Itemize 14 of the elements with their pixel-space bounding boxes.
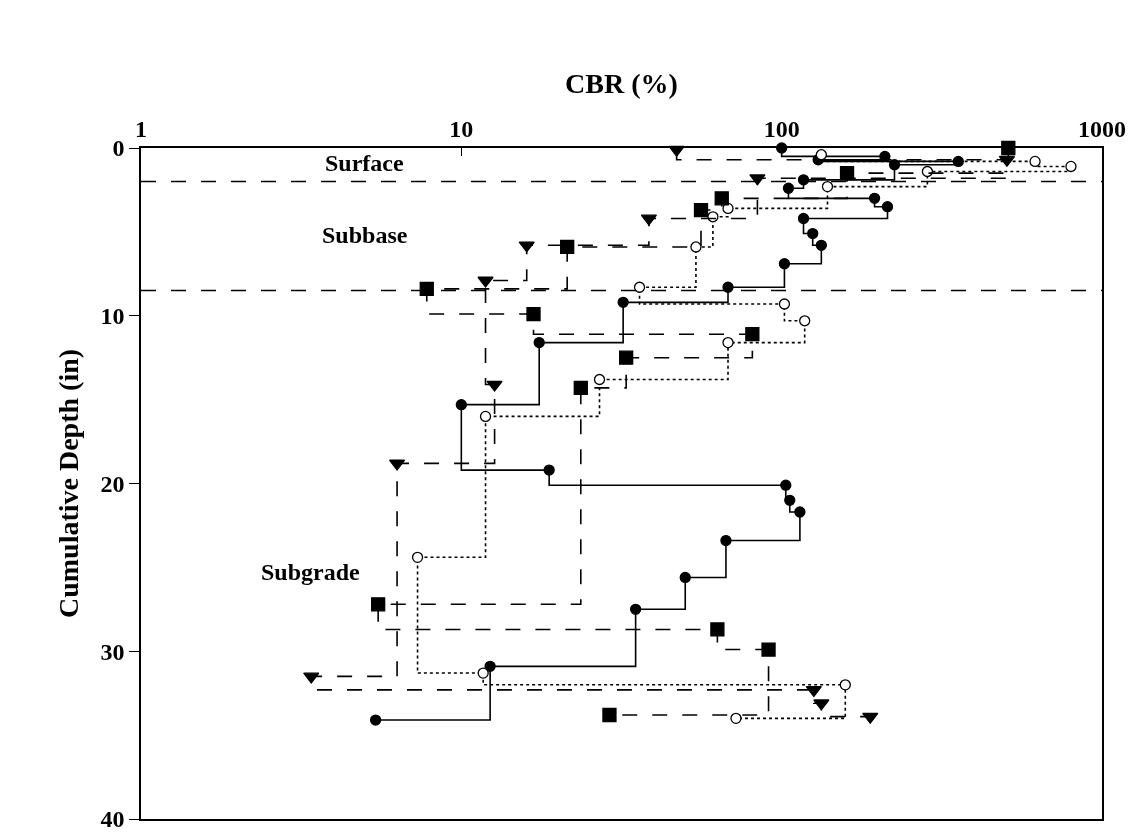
- annotation: Subbase: [322, 222, 408, 248]
- x-axis-title: CBR (%): [565, 67, 678, 99]
- x-tick-label: 10: [449, 115, 474, 142]
- annotation: Subgrade: [261, 559, 361, 585]
- y-tick-label: 0: [112, 135, 125, 162]
- x-tick-label: 100: [763, 115, 800, 142]
- y-axis-title: Cumulative Depth (in): [52, 348, 84, 619]
- x-tick-label: 1: [135, 115, 147, 142]
- y-tick-label: 20: [100, 470, 125, 497]
- y-tick-label: 40: [100, 806, 125, 833]
- y-tick-label: 10: [100, 303, 125, 330]
- x-tick-label: 1000: [1078, 115, 1126, 142]
- y-tick-label: 30: [100, 638, 125, 665]
- annotation: Surface: [325, 150, 404, 176]
